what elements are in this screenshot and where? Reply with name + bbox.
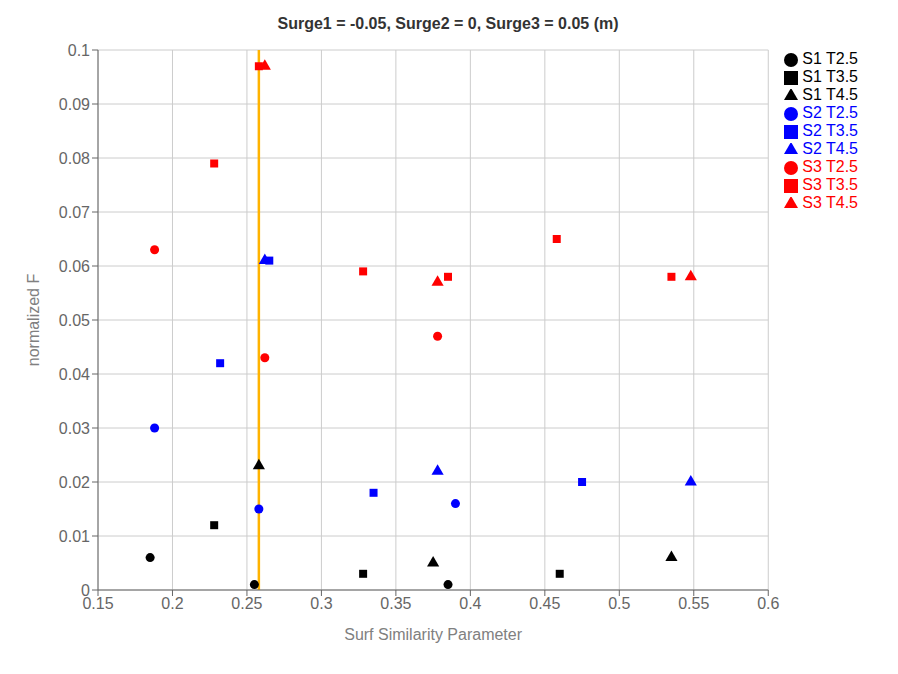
svg-text:0.05: 0.05 — [59, 312, 90, 329]
html-text:Surge1 = -0.05, Surge2 = 0, Su: Surge1 = -0.05, Surge2 = 0, Surge3 = 0.0… — [277, 15, 619, 32]
svg-text:0: 0 — [81, 582, 90, 599]
svg-text:0.6: 0.6 — [757, 595, 779, 612]
html-text:S3 T2.5: S3 T2.5 — [802, 158, 858, 175]
svg-text:normalized F: normalized F — [25, 274, 42, 367]
html-text:S1 T2.5: S1 T2.5 — [802, 50, 858, 67]
svg-text:0.5: 0.5 — [608, 595, 630, 612]
svg-text:0.06: 0.06 — [59, 258, 90, 275]
svg-text:0.09: 0.09 — [59, 96, 90, 113]
svg-text:0.08: 0.08 — [59, 150, 90, 167]
svg-text:0.07: 0.07 — [59, 204, 90, 221]
svg-text:0.02: 0.02 — [59, 474, 90, 491]
html-text:S2 T4.5: S2 T4.5 — [802, 140, 858, 157]
html-text:S1 T3.5: S1 T3.5 — [802, 68, 858, 85]
svg-text:0.04: 0.04 — [59, 366, 90, 383]
svg-text:0.3: 0.3 — [310, 595, 332, 612]
svg-text:0.1: 0.1 — [68, 42, 90, 59]
svg-text:0.4: 0.4 — [459, 595, 481, 612]
svg-text:Surf Similarity Parameter: Surf Similarity Parameter — [344, 626, 522, 643]
svg-text:0.2: 0.2 — [161, 595, 183, 612]
svg-text:0.25: 0.25 — [231, 595, 262, 612]
svg-text:0.01: 0.01 — [59, 528, 90, 545]
html-text:S2 T2.5: S2 T2.5 — [802, 104, 858, 121]
html-text:S2 T3.5: S2 T3.5 — [802, 122, 858, 139]
svg-text:0.03: 0.03 — [59, 420, 90, 437]
html-text:S3 T3.5: S3 T3.5 — [802, 176, 858, 193]
html-text:S3 T4.5: S3 T4.5 — [802, 194, 858, 211]
svg-text:0.55: 0.55 — [678, 595, 709, 612]
svg-text:0.45: 0.45 — [529, 595, 560, 612]
html-text:S1 T4.5: S1 T4.5 — [802, 86, 858, 103]
svg-text:0.15: 0.15 — [82, 595, 114, 613]
svg-text:0.35: 0.35 — [380, 595, 411, 612]
